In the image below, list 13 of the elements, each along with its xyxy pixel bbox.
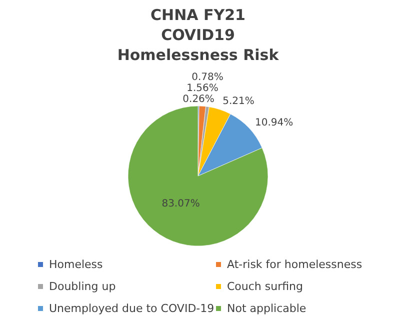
chart-title: CHNA FY21 COVID19 Homelessness Risk bbox=[117, 6, 280, 64]
data-label: 0.78% bbox=[192, 72, 224, 83]
data-label: 1.56% bbox=[186, 83, 218, 94]
data-label: 0.26% bbox=[182, 94, 214, 105]
legend-label: Couch surfing bbox=[227, 280, 304, 293]
legend-label: At-risk for homelessness bbox=[227, 258, 362, 271]
legend-label: Unemployed due to COVID-19 bbox=[49, 302, 214, 315]
data-label: 10.94% bbox=[255, 117, 294, 128]
data-label: 5.21% bbox=[222, 96, 254, 108]
legend-label: Doubling up bbox=[49, 280, 116, 293]
data-label: 83.07% bbox=[162, 198, 200, 210]
legend-label: Homeless bbox=[49, 258, 104, 271]
legend-label: Not applicable bbox=[227, 302, 306, 315]
